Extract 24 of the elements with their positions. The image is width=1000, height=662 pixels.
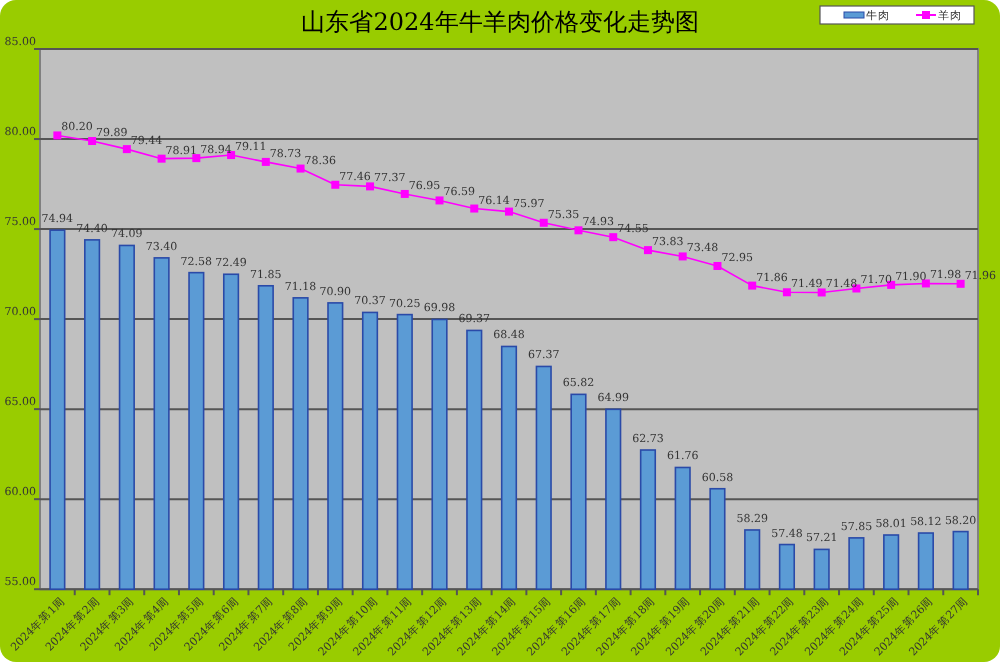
- point: [817, 288, 826, 297]
- point: [435, 196, 444, 205]
- point: [157, 154, 166, 163]
- point: [643, 246, 652, 255]
- point: [88, 137, 97, 146]
- point: [53, 131, 62, 140]
- point: [192, 154, 201, 163]
- point: [713, 261, 722, 270]
- point: [609, 233, 618, 242]
- chart-title: 山东省2024年牛羊肉价格变化走势图: [301, 8, 699, 36]
- point: [400, 189, 409, 198]
- point: [574, 226, 583, 235]
- point: [366, 182, 375, 191]
- point: [782, 288, 791, 297]
- point: [539, 218, 548, 227]
- point: [122, 145, 131, 154]
- point: [748, 281, 757, 290]
- point: [296, 164, 305, 173]
- point: [956, 279, 965, 288]
- point: [261, 157, 270, 166]
- point: [678, 252, 687, 261]
- point: [470, 204, 479, 213]
- point: [331, 180, 340, 189]
- point: [505, 207, 513, 216]
